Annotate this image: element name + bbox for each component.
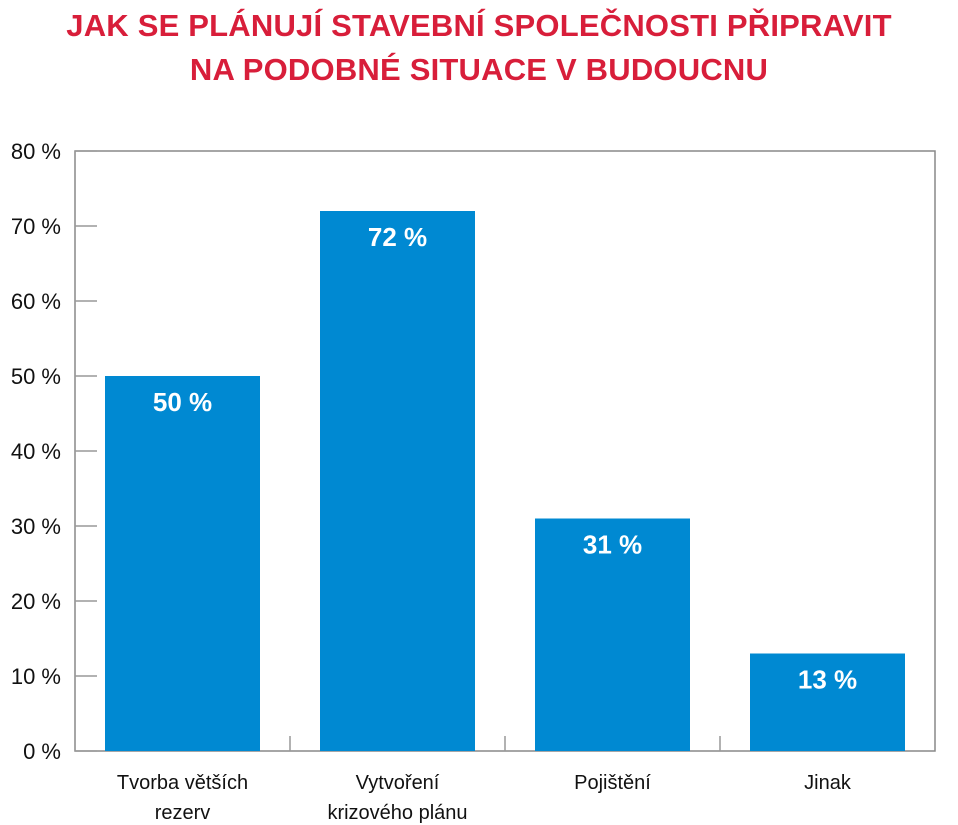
bar bbox=[105, 376, 260, 751]
bar bbox=[750, 653, 905, 751]
chart-title-line-1: JAK SE PLÁNUJÍ STAVEBNÍ SPOLEČNOSTI PŘIP… bbox=[66, 8, 892, 43]
x-category-label: Pojištění bbox=[574, 772, 651, 794]
y-tick-label: 30 % bbox=[11, 514, 61, 539]
x-category-label: rezerv bbox=[155, 802, 211, 824]
y-tick-label: 60 % bbox=[11, 289, 61, 314]
x-category-label: Vytvoření bbox=[356, 772, 440, 794]
y-tick-label: 40 % bbox=[11, 439, 61, 464]
bar bbox=[535, 518, 690, 751]
y-tick-label: 20 % bbox=[11, 589, 61, 614]
y-tick-label: 10 % bbox=[11, 664, 61, 689]
chart-title-line-2: NA PODOBNÉ SITUACE V BUDOUCNU bbox=[189, 52, 769, 87]
y-tick-label: 70 % bbox=[11, 214, 61, 239]
x-category-label: Jinak bbox=[804, 772, 852, 794]
chart-title: JAK SE PLÁNUJÍ STAVEBNÍ SPOLEČNOSTI PŘIP… bbox=[0, 4, 958, 92]
data-label: 72 % bbox=[368, 222, 427, 252]
data-label: 13 % bbox=[798, 665, 857, 695]
y-tick-label: 80 % bbox=[11, 139, 61, 164]
y-tick-label: 50 % bbox=[11, 364, 61, 389]
y-tick-label: 0 % bbox=[23, 739, 61, 764]
x-category-label: Tvorba větších bbox=[117, 772, 248, 794]
x-category-label: krizového plánu bbox=[327, 802, 467, 824]
data-label: 50 % bbox=[153, 387, 212, 417]
data-label: 31 % bbox=[583, 530, 642, 560]
bar bbox=[320, 211, 475, 751]
